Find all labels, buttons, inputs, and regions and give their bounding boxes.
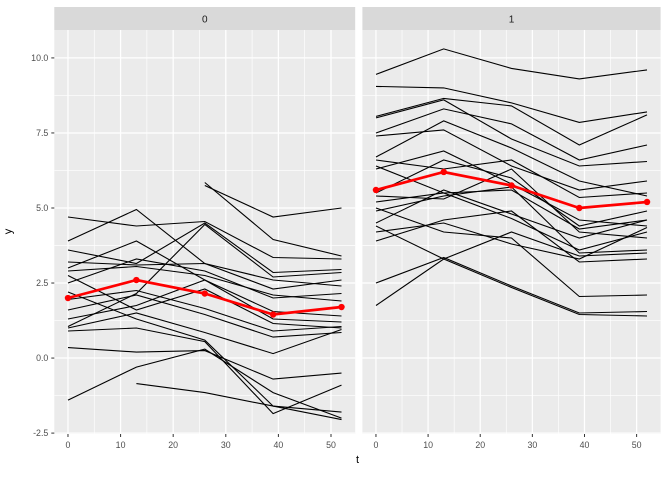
trajectory-line [67,327,342,415]
trajectory-line [67,216,342,260]
facet-strip-label: 1 [509,15,515,26]
trajectory-line [67,312,342,355]
trajectory-line [67,258,342,299]
x-tick-label: 0 [66,440,71,450]
y-tick-label: 5.0 [36,203,48,213]
facet-strip-label: 0 [202,15,208,26]
trajectory-line [67,261,342,287]
trajectory-line [375,168,648,239]
mean-trajectory [372,168,651,212]
x-tick-label: 50 [632,440,642,450]
trajectory-line [67,222,342,274]
y-axis: 10.0 7.5 5.0 2.5 0.0 -2.5 [31,53,55,438]
x-axis-1: 0 10 20 30 40 50 [374,434,642,450]
minor-gridlines [54,30,356,434]
trajectory-line [375,97,648,146]
trajectory-line [67,294,342,338]
mean-point [338,303,345,311]
trajectory-line [375,99,648,167]
facet-strip [362,7,661,30]
facet-panel-0: 0 0 10 20 30 40 50 [54,7,356,450]
trajectory-line [67,347,342,380]
y-tick-label: 7.5 [36,128,48,138]
trajectory-line [375,207,648,298]
x-tick-label: 0 [374,440,379,450]
x-tick-label: 20 [475,440,485,450]
x-tick-label: 40 [580,440,590,450]
major-gridlines [54,30,356,434]
individual-trajectories [375,48,648,317]
y-tick-label: 0.0 [36,353,48,363]
trajectory-line [375,210,648,263]
y-tick-label: 2.5 [36,278,48,288]
mean-trajectory [64,276,345,318]
trajectory-line [375,159,648,199]
trajectory-line [375,85,648,123]
mean-point [201,290,208,297]
trajectory-line [67,275,342,329]
y-tick-label: -2.5 [33,428,48,438]
x-axis-0: 0 10 20 30 40 50 [66,434,336,450]
trajectory-line [375,222,648,260]
x-tick-label: 50 [326,440,336,450]
trajectory-line [204,185,342,218]
trajectory-line [375,258,648,317]
trajectory-line [375,129,648,191]
mean-point [508,182,515,189]
trajectory-line [67,291,342,413]
trajectory-line [136,383,342,421]
individual-trajectories [67,182,342,421]
trajectory-line [204,182,342,257]
trajectory-line [375,159,648,227]
x-tick-label: 10 [423,440,433,450]
trajectory-line [375,256,648,314]
x-tick-label: 30 [527,440,537,450]
trajectory-line [375,120,648,197]
mean-point [576,204,583,212]
trajectory-line [375,192,648,251]
mean-point [643,198,651,206]
x-tick-label: 20 [168,440,178,450]
x-tick-label: 40 [273,440,283,450]
facet-panel-1: 10 10 20 30 40 50 [362,7,661,450]
trajectory-line [67,289,342,332]
trajectory-line [375,225,648,260]
trajectory-line [375,48,648,80]
mean-point [64,294,72,302]
trajectory-line [375,165,648,230]
x-axis-title: t [355,454,360,466]
mean-point [440,168,447,176]
mean-point [269,311,277,318]
mean-point [372,186,380,194]
panel-background [54,30,356,434]
facet-strip [54,7,356,30]
trajectory-line [67,223,342,327]
x-tick-label: 10 [116,440,126,450]
trajectory-line [375,108,648,161]
mean-point [133,276,140,284]
trajectory-line [67,348,342,419]
x-tick-label: 30 [221,440,231,450]
y-axis-title: y [2,228,15,235]
minor-gridlines [362,30,661,434]
trajectory-line [375,189,648,239]
y-tick-label: 10.0 [31,53,48,63]
